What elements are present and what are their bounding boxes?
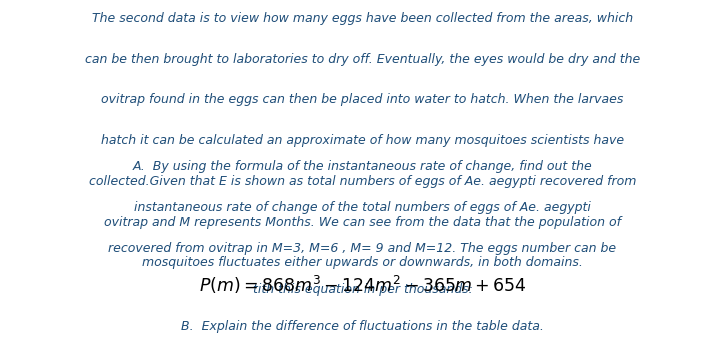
- Text: The second data is to view how many eggs have been collected from the areas, whi: The second data is to view how many eggs…: [92, 12, 633, 25]
- Text: can be then brought to laboratories to dry off. Eventually, the eyes would be dr: can be then brought to laboratories to d…: [85, 53, 640, 66]
- Text: collected.Given that E is shown as total numbers of eggs of Ae. aegypti recovere: collected.Given that E is shown as total…: [88, 175, 637, 188]
- Text: instantaneous rate of change of the total numbers of eggs of Ae. aegypti: instantaneous rate of change of the tota…: [134, 201, 591, 214]
- Text: $P(m) = 868m^3 - 124m^2 - 365m + 654$: $P(m) = 868m^3 - 124m^2 - 365m + 654$: [199, 274, 526, 296]
- Text: mosquitoes fluctuates either upwards or downwards, in both domains.: mosquitoes fluctuates either upwards or …: [142, 256, 583, 269]
- Text: recovered from ovitrap in M=3, M=6 , M= 9 and M=12. The eggs number can be: recovered from ovitrap in M=3, M=6 , M= …: [109, 242, 616, 255]
- Text: B.  Explain the difference of fluctuations in the table data.: B. Explain the difference of fluctuation…: [181, 319, 544, 333]
- Text: ovitrap found in the eggs can then be placed into water to hatch. When the larva: ovitrap found in the eggs can then be pl…: [102, 93, 624, 107]
- Text: hatch it can be calculated an approximate of how many mosquitoes scientists have: hatch it can be calculated an approximat…: [101, 134, 624, 147]
- Text: A.  By using the formula of the instantaneous rate of change, find out the: A. By using the formula of the instantan…: [133, 160, 592, 174]
- Text: tith this equation in per thousands:: tith this equation in per thousands:: [252, 283, 473, 296]
- Text: ovitrap and M represents Months. We can see from the data that the population of: ovitrap and M represents Months. We can …: [104, 216, 621, 229]
